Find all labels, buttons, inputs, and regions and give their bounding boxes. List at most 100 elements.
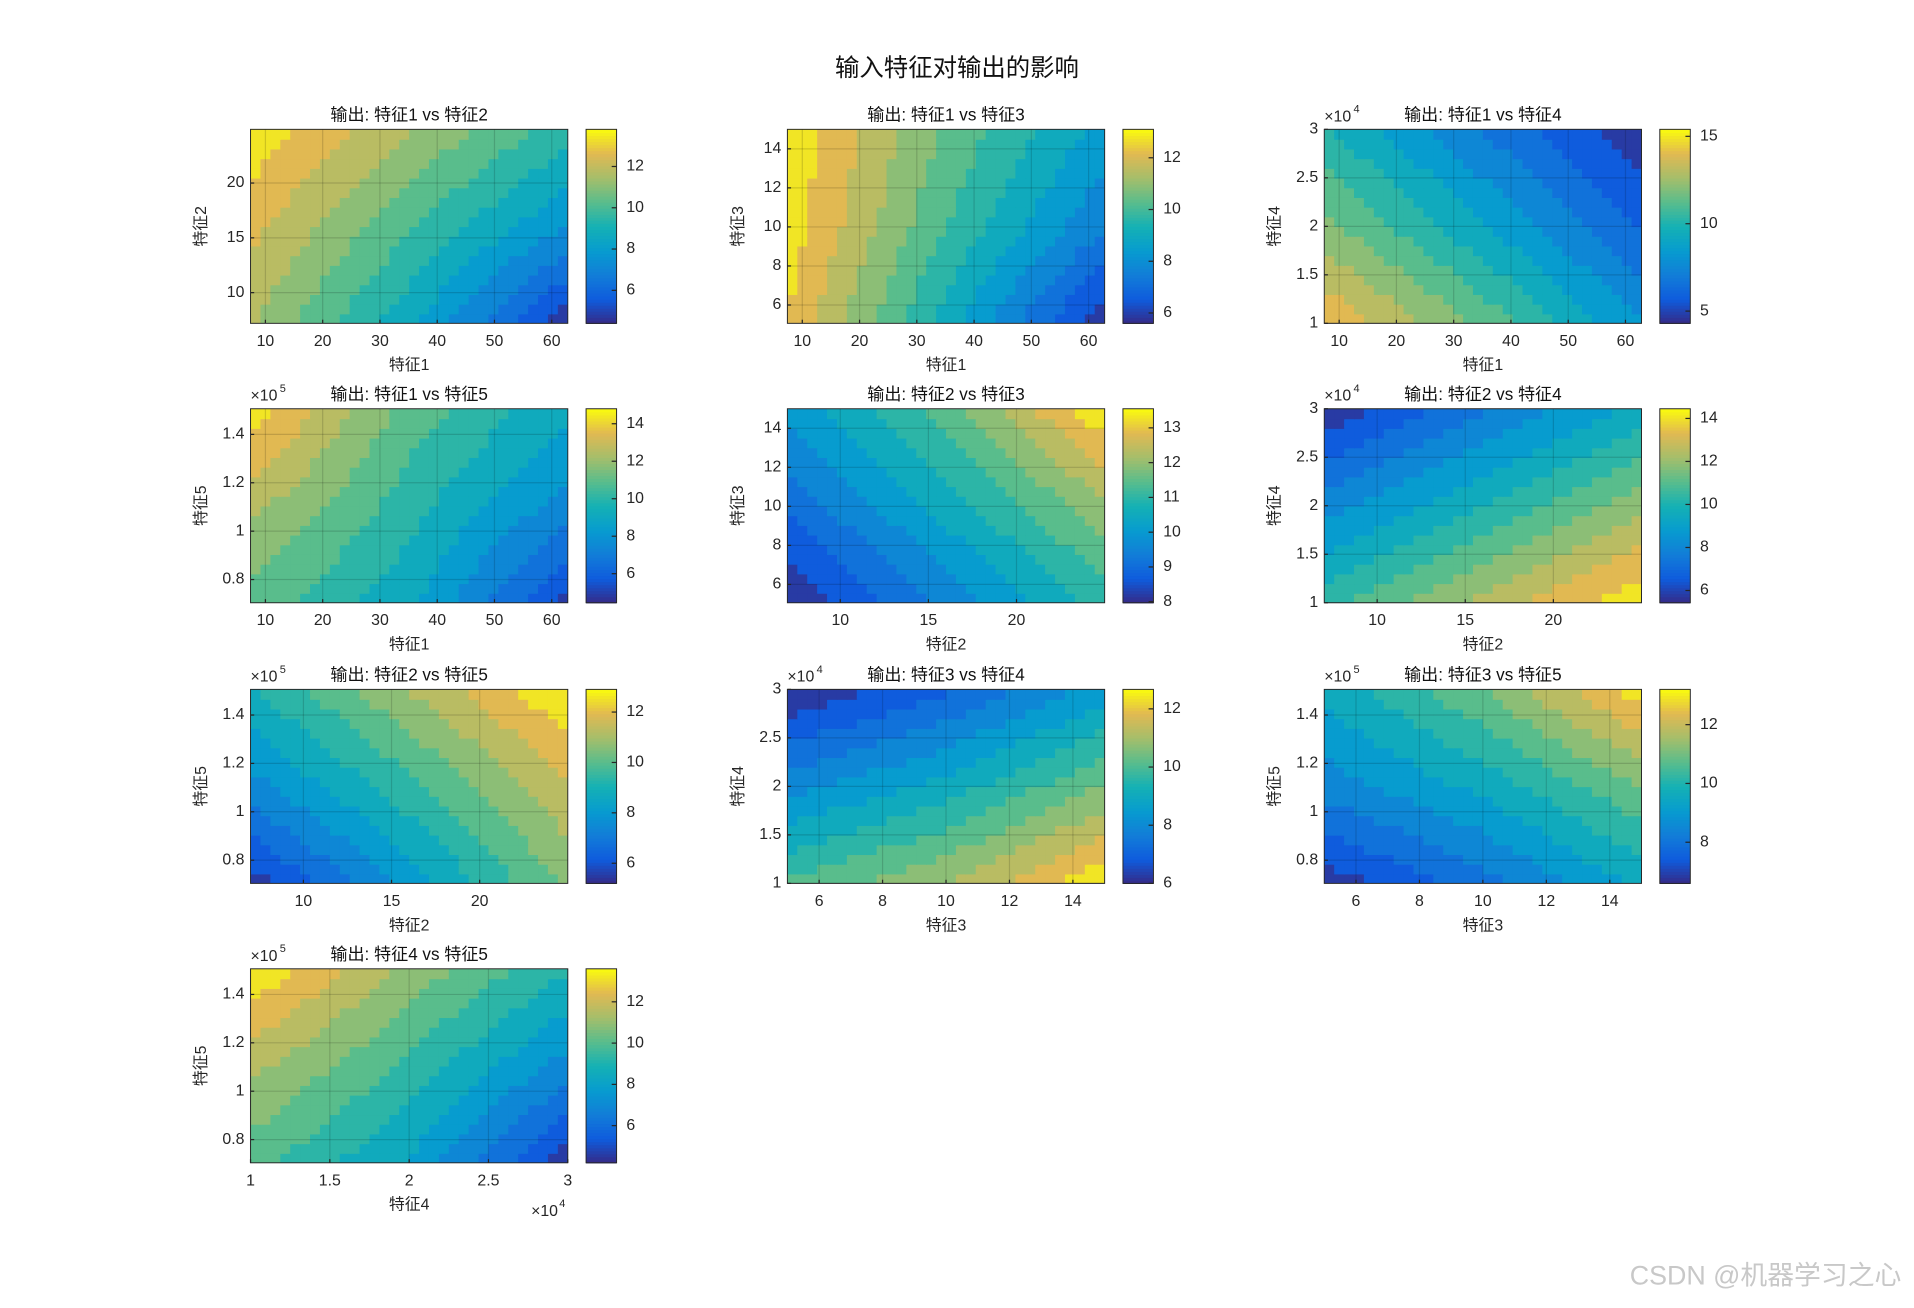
contour-cell: [458, 148, 470, 160]
contour-cell: [985, 554, 997, 565]
contour-cell: [1084, 216, 1096, 228]
contour-cell: [518, 255, 529, 266]
contour-cell: [428, 255, 440, 266]
contour-cell: [1631, 544, 1642, 555]
contour-cell: [946, 187, 957, 198]
contour-cell: [1055, 496, 1066, 507]
contour-cell: [448, 844, 460, 856]
contour-cell: [419, 873, 430, 884]
colorbar-segment: [1122, 320, 1154, 324]
contour-cell: [250, 525, 262, 536]
contour-cell: [1631, 573, 1642, 585]
colorbar-segment: [1122, 223, 1154, 227]
contour-cell: [329, 158, 341, 169]
contour-cell: [468, 796, 480, 807]
contour-cell: [787, 534, 799, 546]
contour-cell: [1393, 457, 1405, 468]
contour-cell: [1344, 437, 1355, 449]
contour-cell: [866, 148, 878, 160]
colorbar-segment: [1659, 253, 1691, 258]
contour-cell: [1512, 418, 1524, 429]
contour-cell: [319, 177, 331, 189]
contour-cell: [876, 486, 888, 497]
contour-cell: [349, 187, 361, 198]
contour-cell: [1552, 505, 1563, 517]
contour-cell: [468, 815, 480, 826]
contour-cell: [1025, 563, 1036, 575]
contour-cell: [1621, 177, 1633, 189]
contour-cell: [1532, 515, 1544, 526]
colorbar-segment: [586, 460, 617, 464]
contour-cell: [528, 158, 539, 169]
contour-cell: [1532, 129, 1544, 140]
contour-cell: [488, 505, 500, 517]
contour-cell: [1403, 447, 1415, 458]
contour-cell: [787, 544, 799, 555]
contour-cell: [1453, 593, 1464, 603]
contour-cell: [300, 274, 311, 286]
contour-cell: [1423, 447, 1435, 458]
contour-cell: [886, 476, 898, 488]
contour-cell: [1373, 583, 1385, 594]
contour-cell: [399, 873, 410, 884]
contour-cell: [339, 757, 351, 768]
contour-cell: [339, 583, 351, 594]
contour-cell: [846, 216, 858, 228]
contour-cell: [1532, 245, 1544, 257]
colorbar-segment: [1659, 542, 1691, 546]
contour-cell: [1502, 593, 1514, 603]
contour-cell: [339, 573, 351, 585]
contour-cell: [836, 168, 848, 179]
contour-cell: [827, 447, 838, 458]
contour-cell: [836, 563, 848, 575]
contour-cell: [1611, 245, 1623, 257]
contour-cell: [409, 265, 420, 276]
contour-cell: [1482, 496, 1494, 507]
contour-cell: [846, 245, 858, 257]
contour-cell: [1512, 265, 1524, 276]
contour-cell: [1611, 274, 1623, 286]
contour-cell: [329, 476, 341, 488]
contour-cell: [1055, 197, 1066, 208]
contour-cell: [1443, 177, 1454, 189]
contour-cell: [1433, 554, 1444, 565]
contour-cell: [319, 593, 331, 603]
contour-cell: [369, 766, 381, 778]
colorbar-segment: [586, 569, 617, 574]
contour-cell: [329, 274, 341, 286]
contour-cell: [1403, 534, 1415, 546]
contour-cell: [1035, 274, 1046, 286]
contour-cell: [836, 496, 848, 507]
contour-cell: [359, 573, 371, 585]
colorbar-segment: [586, 208, 617, 212]
contour-cell: [329, 534, 341, 546]
x-tick-label: 30: [908, 333, 926, 350]
contour-cell: [1074, 148, 1086, 160]
contour-cell: [916, 226, 927, 237]
contour-cell: [1373, 148, 1385, 160]
contour-cell: [1572, 573, 1583, 585]
contour-cell: [329, 873, 341, 884]
contour-cell: [329, 815, 341, 826]
colorbar-segment: [1659, 454, 1691, 458]
colorbar-tick-label: 8: [1700, 539, 1709, 556]
contour-cell: [1354, 418, 1365, 429]
contour-cell: [1611, 187, 1623, 198]
contour-cell: [389, 177, 400, 189]
contour-cell: [1453, 168, 1464, 179]
contour-cell: [1055, 303, 1066, 315]
contour-cell: [349, 796, 361, 807]
contour-cell: [1433, 226, 1444, 237]
contour-cell: [260, 197, 272, 208]
contour-cell: [1542, 303, 1554, 315]
contour-cell: [866, 418, 878, 429]
contour-cell: [1403, 197, 1415, 208]
contour-cell: [827, 573, 838, 585]
colorbar-segment: [1659, 539, 1691, 543]
contour-cell: [260, 544, 272, 555]
contour-cell: [518, 447, 529, 458]
contour-cell: [339, 428, 351, 439]
contour-cell: [428, 563, 440, 575]
contour-cell: [250, 457, 262, 468]
contour-cell: [1463, 583, 1474, 594]
